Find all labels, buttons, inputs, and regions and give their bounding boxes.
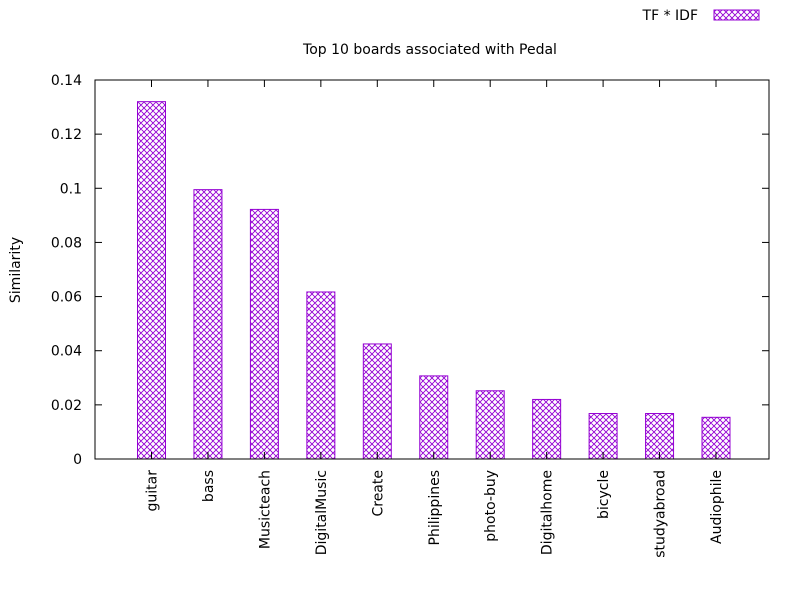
chart-title: Top 10 boards associated with Pedal [302,42,557,58]
bar-guitar [137,101,166,460]
x-tick-label: bicycle [596,470,612,519]
y-tick-label: 0.1 [60,181,82,197]
y-axis: 0 0.02 0.04 0.06 0.08 0.1 0.12 0.14 [51,73,769,468]
bar-musicteach [249,208,279,460]
x-tick-label: Philippines [427,470,443,545]
bar-bass [193,189,223,460]
y-tick-label: 0.08 [51,235,82,251]
y-tick-label: 0 [73,452,82,468]
bar-digitalmusic [306,291,336,460]
legend-label: TF * IDF [642,8,698,24]
bar-photo-buy [475,390,505,460]
x-tick-label: Musicteach [257,470,273,549]
y-tick-label: 0.04 [51,344,82,360]
bar-philippines [419,375,449,460]
plot-frame [94,79,770,460]
x-tick-label: Create [370,470,386,517]
bar-create [362,343,392,460]
x-axis: guitar bass Musicteach DigitalMusic Create Ph… [145,80,725,558]
y-tick-label: 0.06 [51,290,82,306]
y-tick-label: 0.12 [51,127,82,143]
bar-bicycle [588,413,618,460]
x-tick-label: bass [201,470,217,502]
x-tick-label: photo-buy [483,470,499,542]
x-tick-label: Audiophile [709,470,725,544]
x-tick-label: guitar [145,470,161,512]
x-tick-label: studyabroad [653,470,669,558]
x-tick-label: DigitalMusic [314,470,330,555]
bars [137,101,731,460]
y-tick-label: 0.02 [51,398,82,414]
y-axis-label: Similarity [8,237,24,303]
y-tick-label: 0.14 [51,73,82,89]
x-tick-label: Digitalhome [540,470,556,555]
legend: TF * IDF [642,8,760,24]
legend-swatch [713,9,760,21]
bar-digitalhome [532,398,562,460]
